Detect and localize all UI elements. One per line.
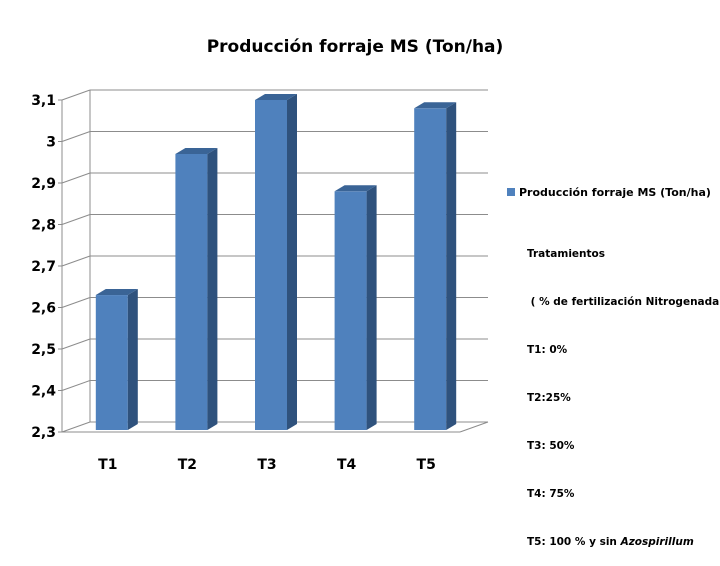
bar-side xyxy=(127,289,138,430)
x-category-label: T1 xyxy=(98,457,117,473)
bar-T1 xyxy=(95,289,138,430)
bar-side xyxy=(287,94,297,430)
floor-edge xyxy=(459,421,489,433)
y-tick-label: 2,5 xyxy=(31,342,56,358)
treatment-annotation: Tratamientos ( % de fertilización Nitrog… xyxy=(527,214,720,566)
chart-title: Producción forraje MS (Ton/ha) xyxy=(207,37,504,57)
grid-line-side xyxy=(61,338,91,350)
grid-line-side xyxy=(61,172,91,184)
axes xyxy=(58,90,489,433)
legend-label: Producción forraje MS (Ton/ha) xyxy=(519,186,711,199)
x-category-label: T3 xyxy=(257,457,276,473)
grid-line-side xyxy=(61,380,91,391)
y-tick-label: 2,3 xyxy=(31,425,56,441)
annotation-prefix: T5: 100 % y sin xyxy=(527,536,621,548)
y-tick-label: 2,8 xyxy=(31,218,56,234)
annotation-line: T1: 0% xyxy=(527,344,568,356)
bar-side xyxy=(207,147,218,430)
bar-top xyxy=(255,94,297,100)
grid-line-side xyxy=(61,131,91,142)
grid-line-side xyxy=(61,89,91,101)
y-tick-label: 2,9 xyxy=(31,176,56,192)
grid-line-side xyxy=(61,255,91,267)
x-category-label: T4 xyxy=(337,457,357,473)
annotation-line: ( % de fertilización Nitrogenada) xyxy=(527,296,720,308)
bar-top xyxy=(175,147,218,154)
bar-side xyxy=(366,185,377,430)
grid-line-side xyxy=(61,214,91,225)
annotation-line: T2:25% xyxy=(527,392,571,404)
y-tick-labels: 2,3 2,4 2,5 2,6 2,7 2,8 2,9 3 3,1 xyxy=(31,93,56,441)
bars xyxy=(95,94,457,431)
bar-top xyxy=(414,102,457,109)
annotation-line-last: T5: 100 % y sin Azospirillum xyxy=(527,534,720,550)
y-tick-label: 2,6 xyxy=(31,301,56,317)
y-tick-label: 3,1 xyxy=(31,93,56,109)
bar-chart: Producción forraje MS (Ton/ha) 2,3 2,4 2,5… xyxy=(31,37,711,473)
bar-T3 xyxy=(255,94,297,430)
annotation-line: T3: 50% xyxy=(527,440,575,452)
y-tick-label: 2,4 xyxy=(31,384,56,400)
bar-front xyxy=(255,100,287,430)
annotation-line: T4: 75% xyxy=(527,488,575,500)
bar-front xyxy=(334,191,367,430)
annotation-line: Tratamientos xyxy=(527,248,605,260)
grid-line-side xyxy=(61,421,91,433)
annotation-italic: Azospirillum xyxy=(620,536,694,548)
x-category-label: T2 xyxy=(178,457,197,473)
y-tick-label: 3 xyxy=(46,135,56,151)
bar-T2 xyxy=(175,147,218,430)
bar-side xyxy=(446,102,457,431)
bar-T5 xyxy=(414,102,457,431)
x-category-label: T5 xyxy=(417,457,436,473)
x-category-labels: T1 T2 T3 T4 T5 xyxy=(98,457,436,473)
legend: Producción forraje MS (Ton/ha) xyxy=(507,186,711,199)
bar-front xyxy=(414,108,447,431)
bar-top xyxy=(334,185,377,192)
bar-front xyxy=(175,153,208,430)
bar-T4 xyxy=(334,185,377,430)
bar-top xyxy=(95,289,138,296)
y-tick-label: 2,7 xyxy=(31,259,56,275)
legend-swatch xyxy=(507,188,515,196)
grid-line-side xyxy=(61,297,91,308)
bar-front xyxy=(95,295,128,430)
